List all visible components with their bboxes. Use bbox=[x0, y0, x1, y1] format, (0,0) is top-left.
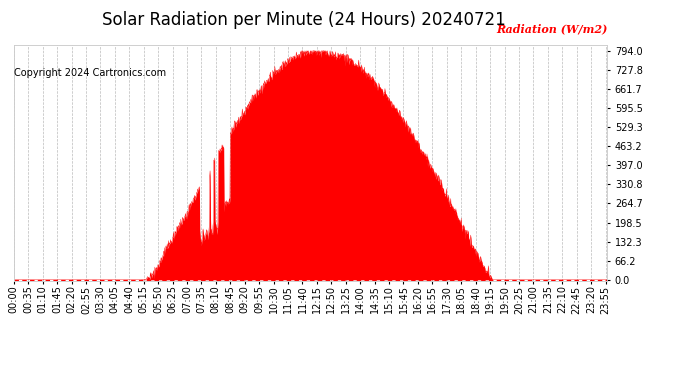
Text: Copyright 2024 Cartronics.com: Copyright 2024 Cartronics.com bbox=[14, 68, 166, 78]
Text: Radiation (W/m2): Radiation (W/m2) bbox=[496, 23, 607, 34]
Text: Solar Radiation per Minute (24 Hours) 20240721: Solar Radiation per Minute (24 Hours) 20… bbox=[101, 11, 506, 29]
